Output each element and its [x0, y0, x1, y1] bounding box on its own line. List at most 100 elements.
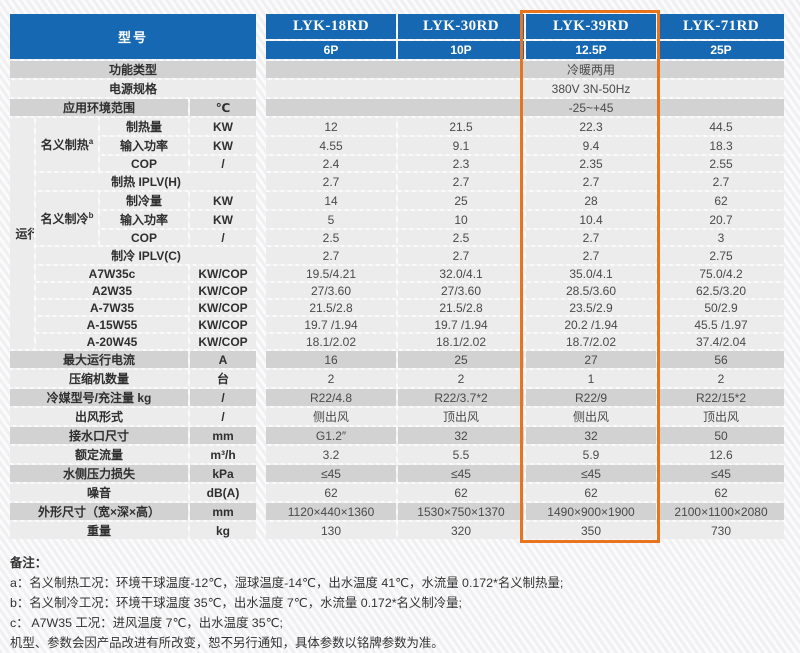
- value-cell: 3: [658, 230, 785, 245]
- value-cell: 75.0/4.2: [658, 266, 785, 281]
- value-cell: 21.5/2.8: [266, 300, 397, 315]
- spanning-value-cell: 380V 3N-50Hz: [266, 80, 785, 97]
- column-gutter: [258, 522, 264, 539]
- unit-cell: kg: [190, 522, 257, 539]
- capacity-cell: 10P: [398, 41, 525, 59]
- row-label: 最大运行电流: [10, 351, 188, 368]
- value-cell: 14: [266, 192, 397, 209]
- value-cell: 2.7: [398, 247, 525, 264]
- footnote-line: a：名义制热工况：环境干球温度-12℃，湿球温度-14℃，出水温度 41℃，水流…: [10, 576, 564, 590]
- spanning-value-cell: -25~+45: [266, 99, 785, 116]
- row-label: 外形尺寸（宽×深×高）: [10, 503, 188, 520]
- value-cell: 5.9: [526, 446, 657, 463]
- column-gutter: [258, 465, 264, 482]
- value-cell: 2.35: [526, 156, 657, 171]
- footnotes-title: 备注：: [10, 556, 48, 570]
- column-gutter: [258, 503, 264, 520]
- row-label: A2W35: [36, 283, 188, 298]
- value-cell: 10.4: [526, 211, 657, 228]
- column-gutter: [258, 370, 264, 387]
- value-cell: R22/15*2: [658, 389, 785, 406]
- value-cell: G1.2″: [266, 427, 397, 444]
- value-cell: 5: [266, 211, 397, 228]
- column-gutter: [258, 446, 264, 463]
- group-label-text: 名义制冷: [40, 212, 89, 226]
- model-name: LYK-71RD: [658, 14, 785, 39]
- column-gutter: [258, 118, 264, 135]
- value-cell: 12.6: [658, 446, 785, 463]
- unit-cell: /: [190, 230, 257, 245]
- value-cell: 27: [526, 351, 657, 368]
- value-cell: 2.7: [526, 230, 657, 245]
- value-cell: 23.5/2.9: [526, 300, 657, 315]
- row-label: 功能类型: [10, 61, 257, 78]
- value-cell: 2.7: [658, 173, 785, 190]
- capacity-cell: 25P: [658, 41, 785, 59]
- unit-cell: kPa: [190, 465, 257, 482]
- value-cell: R22/9: [526, 389, 657, 406]
- value-cell: 62: [526, 484, 657, 501]
- value-cell: 9.4: [526, 137, 657, 154]
- row-label: 制冷 IPLV(C): [36, 247, 257, 264]
- value-cell: 56: [658, 351, 785, 368]
- value-cell: 2.5: [266, 230, 397, 245]
- column-gutter: [258, 173, 264, 190]
- value-cell: 27/3.60: [266, 283, 397, 298]
- value-cell: 1530×750×1370: [398, 503, 525, 520]
- value-cell: 62: [266, 484, 397, 501]
- value-cell: 50: [658, 427, 785, 444]
- capacity-cell: 12.5P: [526, 41, 657, 59]
- value-cell: 28.5/3.60: [526, 283, 657, 298]
- footnote-line: c： A7W35 工况：进风温度 7℃，出水温度 35℃;: [10, 616, 283, 630]
- value-cell: 32.0/4.1: [398, 266, 525, 281]
- row-label: 噪音: [10, 484, 188, 501]
- row-label: 冷媒型号/充注量 kg: [10, 389, 188, 406]
- group-label-cooling: 名义制冷b: [36, 192, 98, 245]
- value-cell: 2: [658, 370, 785, 387]
- value-cell: 2.3: [398, 156, 525, 171]
- row-label: 重量: [10, 522, 188, 539]
- column-gutter: [258, 14, 264, 59]
- column-gutter: [258, 137, 264, 154]
- value-cell: 18.1/2.02: [398, 334, 525, 349]
- value-cell: 1: [526, 370, 657, 387]
- column-gutter: [258, 61, 264, 78]
- row-label: 额定流量: [10, 446, 188, 463]
- value-cell: 侧出风: [266, 408, 397, 425]
- unit-cell: /: [190, 389, 257, 406]
- column-gutter: [258, 351, 264, 368]
- value-cell: 4.55: [266, 137, 397, 154]
- unit-cell: mm: [190, 503, 257, 520]
- row-label: 制冷量: [100, 192, 188, 209]
- spec-table-wrap: 型号 LYK-18RD LYK-30RD LYK-39RD LYK-71RD 6…: [8, 10, 786, 543]
- value-cell: 19.5/4.21: [266, 266, 397, 281]
- value-cell: 2100×1100×2080: [658, 503, 785, 520]
- unit-cell: /: [190, 156, 257, 171]
- value-cell: 2: [266, 370, 397, 387]
- row-label: 制热 IPLV(H): [36, 173, 257, 190]
- value: -25~+45: [568, 100, 614, 115]
- model-name: LYK-18RD: [266, 14, 397, 39]
- row-label: 接水口尺寸: [10, 427, 188, 444]
- value-cell: 2.7: [266, 247, 397, 264]
- value: 380V 3N-50Hz: [551, 81, 631, 96]
- value-cell: 2: [398, 370, 525, 387]
- value-cell: 21.5: [398, 118, 525, 135]
- unit-cell: ℃: [190, 99, 257, 116]
- column-gutter: [258, 283, 264, 298]
- model-name-highlighted: LYK-39RD: [526, 14, 657, 39]
- value-cell: 顶出风: [658, 408, 785, 425]
- row-label: 输入功率: [100, 137, 188, 154]
- value-cell: 25: [398, 351, 525, 368]
- section-side-label: 运行工况: [10, 118, 34, 349]
- unit-cell: KW/COP: [190, 266, 257, 281]
- value-cell: 3.2: [266, 446, 397, 463]
- row-label: 出风形式: [10, 408, 188, 425]
- unit-cell: mm: [190, 427, 257, 444]
- value-cell: 2.75: [658, 247, 785, 264]
- value-cell: 320: [398, 522, 525, 539]
- row-label: A-7W35: [36, 300, 188, 315]
- value-cell: 35.0/4.1: [526, 266, 657, 281]
- unit-cell: KW: [190, 118, 257, 135]
- value-cell: 18.1/2.02: [266, 334, 397, 349]
